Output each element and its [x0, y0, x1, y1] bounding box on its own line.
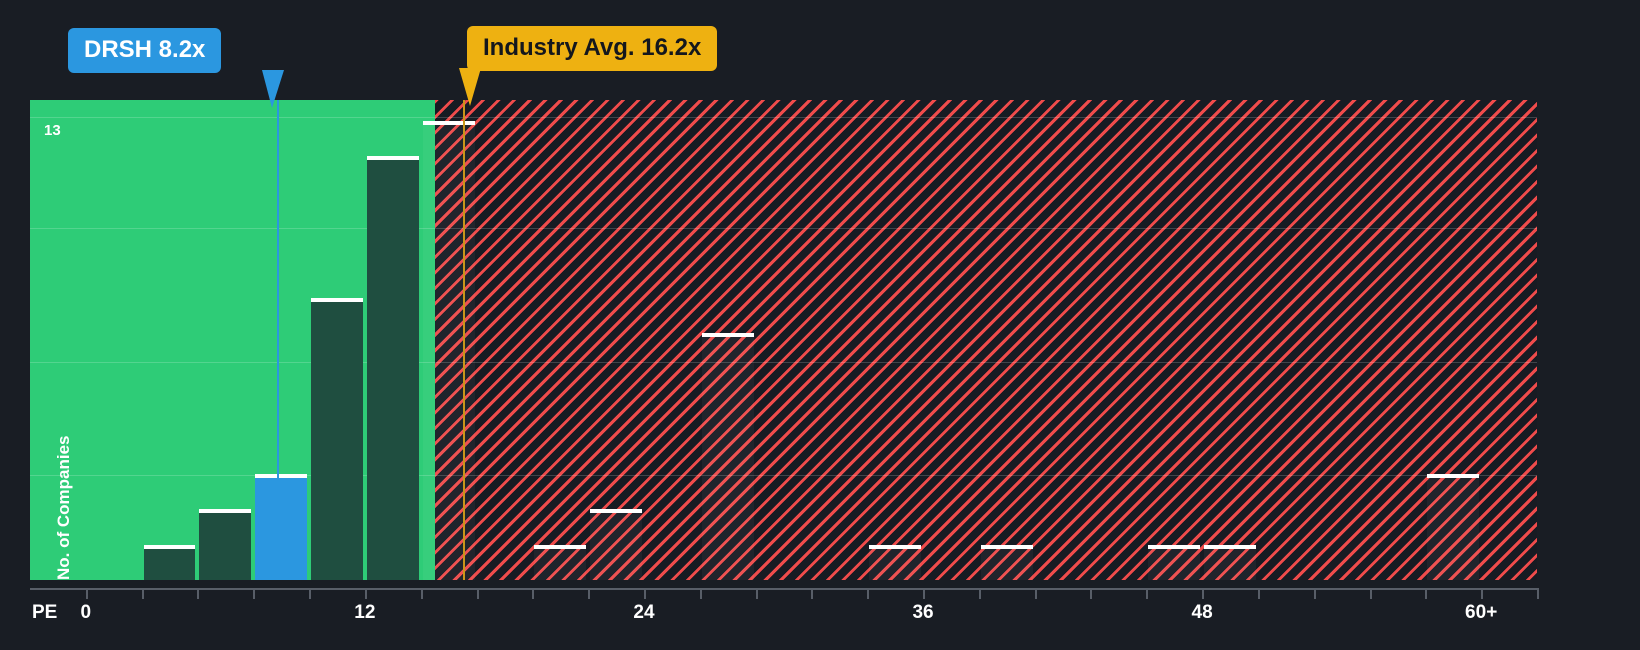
x-axis-tick — [867, 588, 870, 599]
x-axis-tick — [1425, 588, 1428, 599]
bar[interactable] — [422, 121, 475, 580]
gridline — [30, 117, 1537, 118]
x-axis-tick — [532, 588, 535, 599]
bar[interactable] — [980, 544, 1033, 580]
bar[interactable] — [534, 544, 587, 580]
x-axis-tick-label: 60+ — [1465, 602, 1498, 623]
x-axis-tick — [253, 588, 256, 599]
x-axis-tick-label: 48 — [1191, 602, 1213, 623]
x-axis-tick-label: 12 — [354, 602, 376, 623]
bar-top-cap — [422, 121, 475, 126]
x-axis-tick — [1034, 588, 1037, 599]
x-axis-tick — [420, 588, 423, 599]
x-axis-tick — [1090, 588, 1093, 599]
x-axis-tick — [588, 588, 591, 599]
y-axis-title: No. of Companies — [54, 435, 73, 580]
bar[interactable] — [590, 509, 642, 580]
x-axis-tick — [1537, 588, 1539, 599]
x-axis-tick — [85, 588, 88, 599]
bar[interactable] — [366, 156, 419, 580]
bar-top-cap — [311, 297, 363, 302]
x-axis-tick — [755, 588, 758, 599]
y-top-value-label: 13 — [44, 122, 61, 139]
bar-top-cap — [534, 544, 587, 549]
x-axis-title: PE — [32, 602, 58, 623]
x-axis-line — [30, 588, 1537, 590]
bar-top-cap — [255, 474, 308, 479]
gridline — [30, 362, 1537, 363]
bar[interactable] — [1148, 544, 1201, 580]
industry-callout-tail — [459, 68, 481, 106]
x-axis-tick — [643, 588, 646, 599]
x-axis-tick-label: 0 — [80, 602, 92, 623]
bar-top-cap — [980, 544, 1033, 549]
x-axis-tick — [309, 588, 312, 599]
bar-top-cap — [199, 509, 252, 514]
x-axis-tick — [1257, 588, 1260, 599]
bar-top-cap — [1148, 544, 1201, 549]
x-axis-tick — [1313, 588, 1316, 599]
x-axis-tick — [1369, 588, 1372, 599]
x-axis-tick — [923, 588, 926, 599]
bar-top-cap — [701, 332, 754, 337]
company-marker-line — [276, 100, 279, 580]
x-axis-tick-label: 24 — [633, 602, 655, 623]
industry-marker-line — [462, 100, 465, 580]
bar[interactable] — [701, 332, 754, 580]
bar-top-cap — [143, 544, 196, 549]
bar[interactable] — [1204, 544, 1256, 580]
gridline — [30, 475, 1537, 476]
bar-top-cap — [590, 509, 642, 514]
x-axis-tick — [197, 588, 200, 599]
x-axis-tick — [476, 588, 479, 599]
bar-top-cap — [869, 544, 922, 549]
x-axis-tick — [1481, 588, 1484, 599]
bar-top-cap — [1204, 544, 1256, 549]
x-axis-tick — [1146, 588, 1149, 599]
x-axis-tick — [699, 588, 702, 599]
x-axis-tick — [1202, 588, 1205, 599]
bar[interactable] — [199, 509, 252, 580]
gridline — [30, 228, 1537, 229]
plot-area: 13 No. of Companies — [30, 100, 1537, 580]
x-axis-tick — [811, 588, 814, 599]
x-axis-tick — [141, 588, 144, 599]
bar[interactable] — [1427, 474, 1480, 580]
bar[interactable] — [143, 544, 196, 580]
x-axis-tick-label: 36 — [912, 602, 934, 623]
company-callout[interactable]: DRSH 8.2x — [68, 28, 222, 74]
bar[interactable] — [311, 297, 363, 580]
bar[interactable] — [255, 474, 308, 580]
company-callout-tail — [262, 70, 284, 108]
bar[interactable] — [869, 544, 922, 580]
x-axis-tick — [364, 588, 367, 599]
bar-top-cap — [366, 156, 419, 161]
x-axis-tick — [978, 588, 981, 599]
industry-callout[interactable]: Industry Avg. 16.2x — [467, 26, 718, 72]
bar-top-cap — [1427, 474, 1480, 479]
